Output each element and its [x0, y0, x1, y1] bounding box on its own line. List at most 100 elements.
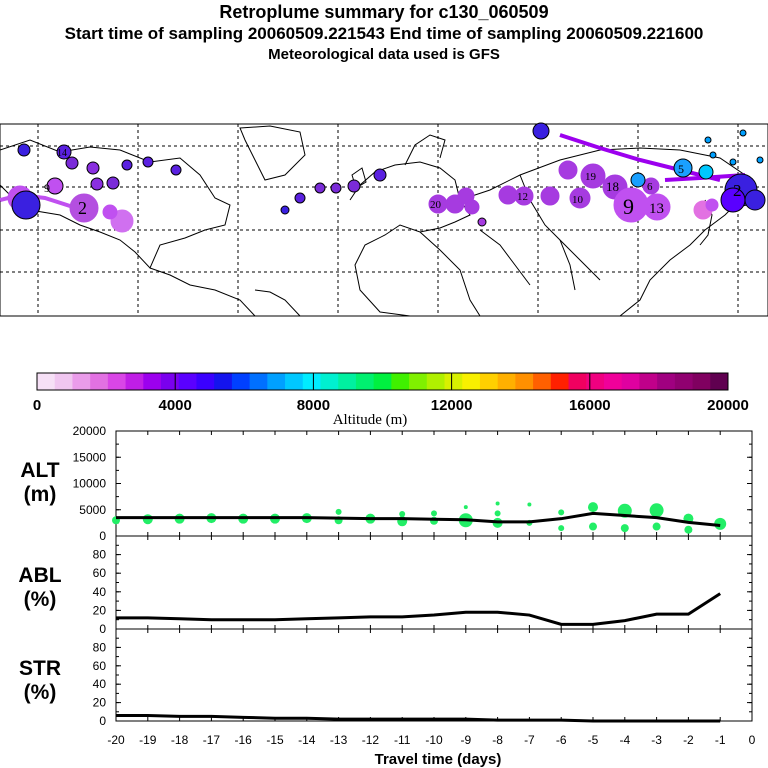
y-tick-label: 0 [99, 714, 106, 728]
colorbar-swatch [586, 373, 605, 390]
plume-marker [698, 164, 714, 180]
colorbar-swatch [710, 373, 729, 390]
colorbar-swatch [214, 373, 233, 390]
altitude-bubble [558, 525, 565, 532]
colorbar-swatch [533, 373, 552, 390]
y-tick-label: 60 [93, 566, 107, 580]
plume-marker [314, 182, 326, 194]
y-tick-label: 10000 [73, 477, 107, 491]
colorbar-tick-label: 0 [33, 397, 41, 414]
colorbar-swatch [161, 373, 180, 390]
colorbar-frame [36, 372, 729, 391]
altitude-bubble [142, 514, 153, 525]
panel-ylabel-unit: (%) [24, 681, 57, 704]
x-tick-label: -2 [683, 733, 694, 747]
colorbar-swatch [107, 373, 127, 390]
plume-label: 9 [44, 181, 50, 195]
colorbar-swatch [54, 373, 73, 390]
plume-label: 20 [430, 199, 442, 211]
y-tick-label: 0 [99, 529, 106, 543]
colorbar-swatch [657, 373, 676, 390]
panel-alt: 20000 15000 10000 5000 0 ALT(m) [20, 424, 753, 543]
colorbar-swatch [90, 373, 109, 390]
trajectory-line [664, 173, 746, 182]
colorbar-swatch [355, 373, 375, 390]
plume-marker [514, 186, 534, 206]
altitude-bubble [495, 501, 500, 506]
plume-label: 14 [57, 148, 67, 159]
altitude-bubble [463, 505, 468, 510]
colorbar-tick-label: 4000 [159, 397, 192, 414]
plume-marker [580, 163, 606, 189]
plume-marker [86, 161, 100, 175]
plume-markers [7, 122, 766, 233]
x-axis-label: Travel time (days) [375, 751, 502, 768]
plume-marker [46, 177, 64, 195]
altitude-bubble [652, 522, 661, 531]
y-tick-label: 20 [93, 603, 107, 617]
colorbar-swatch [444, 373, 463, 390]
y-tick-label: 40 [93, 677, 107, 691]
x-tick-label: -3 [651, 733, 662, 747]
plume-marker [569, 187, 591, 209]
plume-marker [347, 179, 361, 193]
colorbar-swatch [409, 373, 428, 390]
y-tick-label: 20 [93, 696, 107, 710]
panel-abl: 80 60 40 20 0 ABL(%) [18, 535, 753, 636]
x-tick-label: -6 [556, 733, 567, 747]
colorbar-swatch [143, 373, 162, 390]
colorbar-tick-label: 16000 [569, 397, 611, 414]
y-tick-label: 60 [93, 659, 107, 673]
x-tick-label: -9 [460, 733, 471, 747]
altitude-bubble [684, 525, 693, 534]
plume-marker [704, 136, 712, 144]
plume-label: 19 [585, 171, 597, 183]
altitude-bubble [649, 503, 664, 518]
plume-label: 18 [606, 179, 619, 194]
panel-frame [115, 628, 753, 722]
colorbar-swatch [692, 373, 711, 390]
plume-labels: 14 9 2 20 12 10 19 18 9 13 6 5 2 [44, 148, 742, 219]
plume-marker [558, 160, 578, 180]
plume-marker [673, 158, 693, 178]
altitude-colorbar: 0 4000 8000 12000 16000 20000 [33, 372, 749, 414]
colorbar-swatch [285, 373, 304, 390]
panel-ylabel-unit: (%) [24, 588, 57, 611]
panel-ylabel: STR [19, 657, 61, 680]
x-tick-label: -16 [235, 733, 253, 747]
y-tick-label: 40 [93, 585, 107, 599]
plume-marker [464, 199, 480, 215]
meteo-source: Meteorological data used is GFS [268, 46, 500, 63]
plume-label: 2 [78, 198, 87, 218]
plume-marker [744, 189, 766, 211]
colorbar-swatch [37, 373, 56, 390]
panel-str: 80 60 40 20 0 STR(%) [19, 628, 753, 728]
plume-marker [540, 186, 560, 206]
colorbar-swatch [426, 373, 446, 390]
plume-label: 2 [733, 181, 742, 200]
y-tick-label: 15000 [73, 450, 107, 464]
colorbar-swatch [125, 373, 144, 390]
altitude-bubble [588, 502, 598, 513]
x-tick-label: -17 [203, 733, 221, 747]
altitude-bubble [714, 517, 727, 530]
colorbar-swatch [72, 373, 91, 390]
plume-label: 9 [623, 194, 634, 219]
colorbar-swatch [603, 373, 623, 390]
colorbar-swatch [479, 373, 499, 390]
plume-marker [330, 182, 342, 194]
plume-marker [532, 122, 550, 140]
plume-marker [121, 159, 133, 171]
y-tick-label: 20000 [73, 424, 107, 438]
colorbar-swatch [267, 373, 286, 390]
panel-ylabel: ABL [18, 564, 61, 587]
plume-marker [142, 156, 154, 168]
x-tick-label: -18 [171, 733, 189, 747]
x-tick-label: -12 [362, 733, 380, 747]
colorbar-swatch [674, 373, 694, 390]
colorbar-swatch [515, 373, 534, 390]
x-tick-label: -10 [425, 733, 443, 747]
plume-marker [69, 193, 99, 223]
plume-marker [477, 217, 487, 227]
colorbar-swatch [249, 373, 268, 390]
